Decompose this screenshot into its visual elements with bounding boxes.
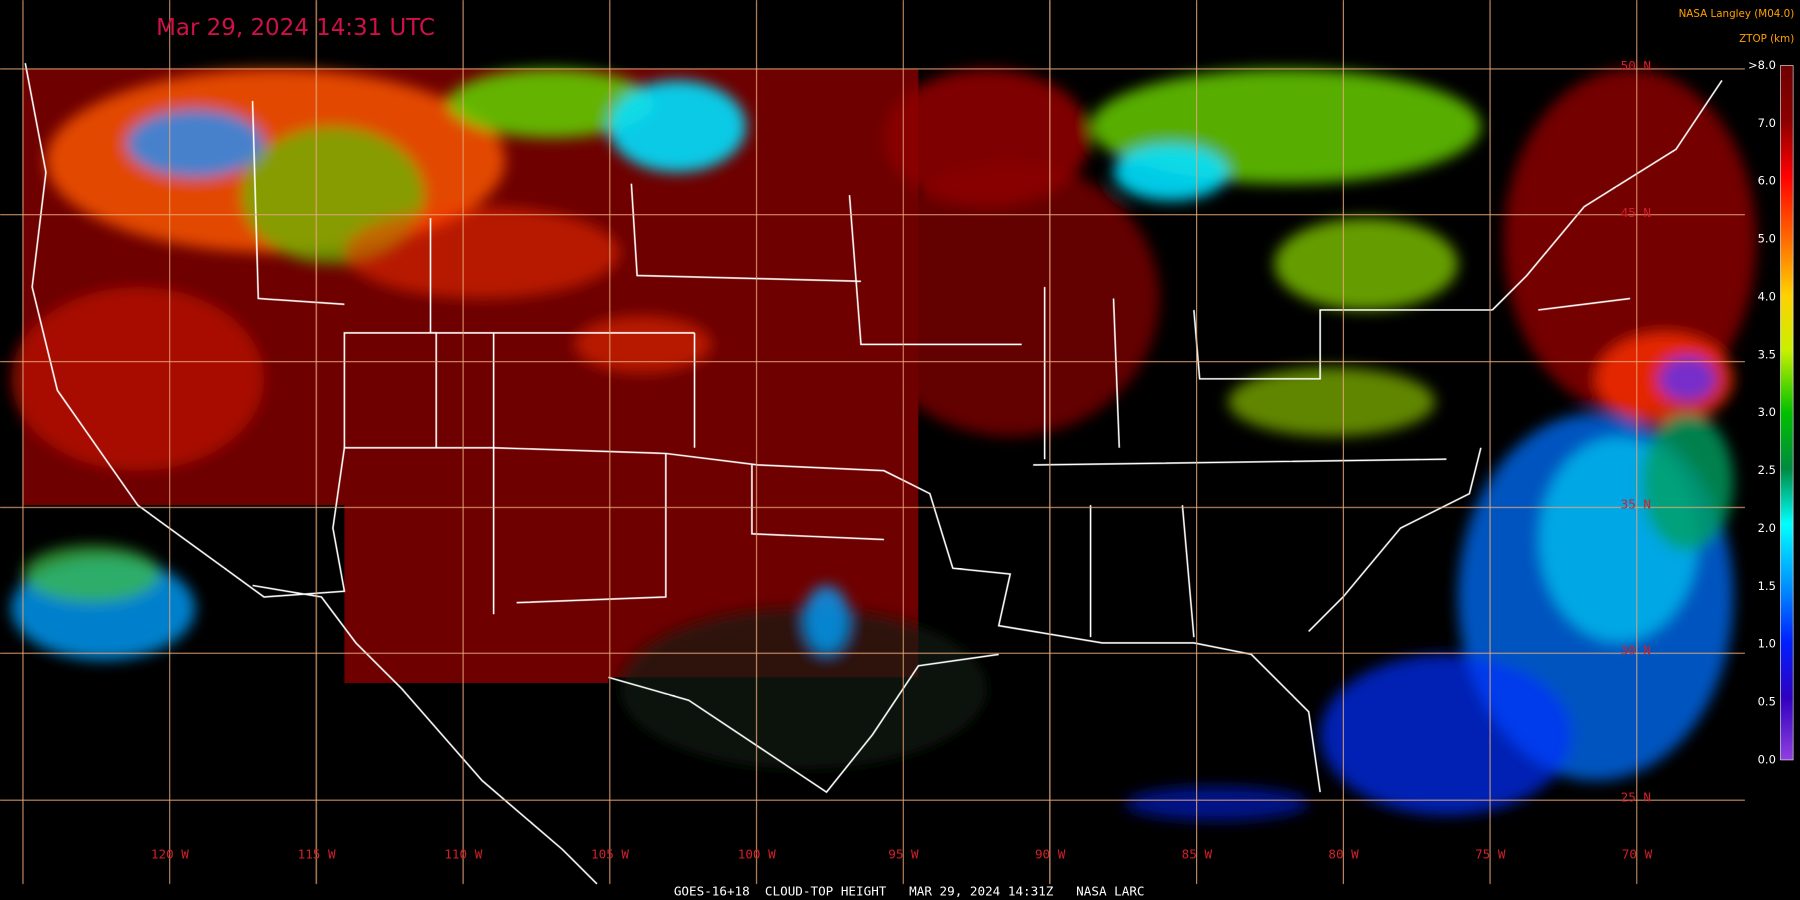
latitude-label: 35 N (1621, 497, 1651, 512)
color-bar-label: 4.0 (1758, 289, 1776, 303)
graticule (0, 0, 1745, 884)
color-bar-label: 3.5 (1758, 347, 1776, 361)
latitude-label: 25 N (1621, 789, 1651, 804)
color-bar-label: 7.0 (1758, 116, 1776, 130)
footer: GOES-16+18 CLOUD-TOP HEIGHT MAR 29, 2024… (674, 883, 1145, 898)
timestamp: Mar 29, 2024 14:31 UTC (156, 15, 435, 41)
color-bar-label: 1.0 (1758, 637, 1776, 651)
color-bar-label: >8.0 (1748, 58, 1776, 72)
color-bar-label: 3.0 (1758, 405, 1776, 419)
longitude-label: 75 W (1475, 847, 1506, 862)
color-bar-label: 2.5 (1758, 463, 1776, 477)
color-bar-label: 2.0 (1758, 521, 1776, 535)
longitude-label: 95 W (888, 847, 919, 862)
longitude-label: 90 W (1035, 847, 1066, 862)
color-bar-label: 6.0 (1758, 174, 1776, 188)
latitude-label: 30 N (1621, 642, 1651, 657)
source-label: NASA Langley (M04.0) (1679, 8, 1795, 20)
longitude-label: 115 W (298, 847, 336, 862)
longitude-label: 120 W (151, 847, 189, 862)
color-bar-label: 1.5 (1758, 579, 1776, 593)
color-bar (1780, 65, 1794, 761)
longitude-label: 105 W (591, 847, 629, 862)
state-borders (24, 62, 1723, 885)
cloud-field (11, 68, 1757, 821)
longitude-label: 85 W (1182, 847, 1213, 862)
longitude-label: 100 W (738, 847, 776, 862)
color-bar-label: 0.0 (1758, 752, 1776, 766)
longitude-label: 70 W (1622, 847, 1653, 862)
color-bar-label: 5.0 (1758, 232, 1776, 246)
legend-title: ZTOP (km) (1739, 33, 1794, 45)
latitude-label: 50 N (1621, 58, 1651, 73)
longitude-label: 80 W (1328, 847, 1359, 862)
latitude-label: 45 N (1621, 205, 1651, 220)
color-bar-label: 0.5 (1758, 695, 1776, 709)
longitude-label: 110 W (444, 847, 482, 862)
